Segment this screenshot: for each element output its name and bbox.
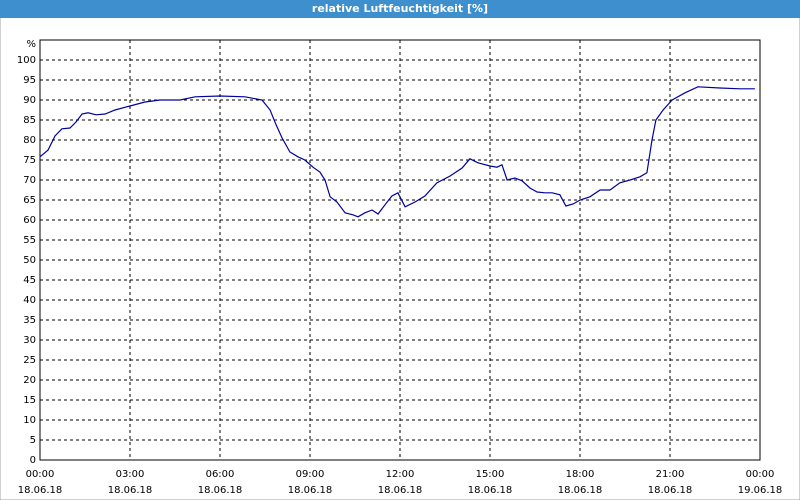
y-tick-label: 50 [23,255,36,266]
y-tick-label: 100 [17,55,36,66]
y-tick-label: 20 [23,375,36,386]
y-tick-label: 35 [23,315,36,326]
x-tick-label: 09:00 [296,469,325,480]
y-tick-label: 0 [30,455,36,466]
y-tick-label: 30 [23,335,36,346]
title-bar [0,0,800,18]
y-tick-label: 60 [23,215,36,226]
y-tick-label: 70 [23,175,36,186]
x-tick-date: 19.06.18 [738,485,783,496]
x-tick-label: 12:00 [386,469,415,480]
y-tick-label: 90 [23,95,36,106]
y-axis-label: % [26,39,36,50]
x-tick-date: 18.06.18 [468,485,513,496]
x-tick-label: 18:00 [566,469,595,480]
y-tick-label: 15 [23,395,36,406]
y-tick-label: 85 [23,115,36,126]
y-tick-label: 75 [23,155,36,166]
x-tick-date: 18.06.18 [108,485,153,496]
chart-title: relative Luftfeuchtigkeit [%] [312,2,488,15]
y-tick-label: 95 [23,75,36,86]
data-line [39,86,755,218]
x-tick-label: 03:00 [116,469,145,480]
x-tick-date: 18.06.18 [378,485,423,496]
x-tick-label: 15:00 [476,469,505,480]
x-tick-label: 00:00 [746,469,775,480]
y-tick-label: 80 [23,135,36,146]
y-tick-label: 40 [23,295,36,306]
y-tick-label: 25 [23,355,36,366]
y-tick-label: 5 [30,435,36,446]
y-tick-label: 10 [23,415,36,426]
y-tick-label: 45 [23,275,36,286]
x-tick-label: 06:00 [206,469,235,480]
y-tick-label: 65 [23,195,36,206]
x-tick-date: 18.06.18 [648,485,693,496]
x-tick-date: 18.06.18 [558,485,603,496]
x-tick-date: 18.06.18 [288,485,333,496]
x-tick-label: 00:00 [26,469,55,480]
x-tick-label: 21:00 [656,469,685,480]
plot-frame [39,39,761,461]
y-tick-label: 55 [23,235,36,246]
x-tick-date: 18.06.18 [198,485,243,496]
x-tick-date: 18.06.18 [18,485,63,496]
